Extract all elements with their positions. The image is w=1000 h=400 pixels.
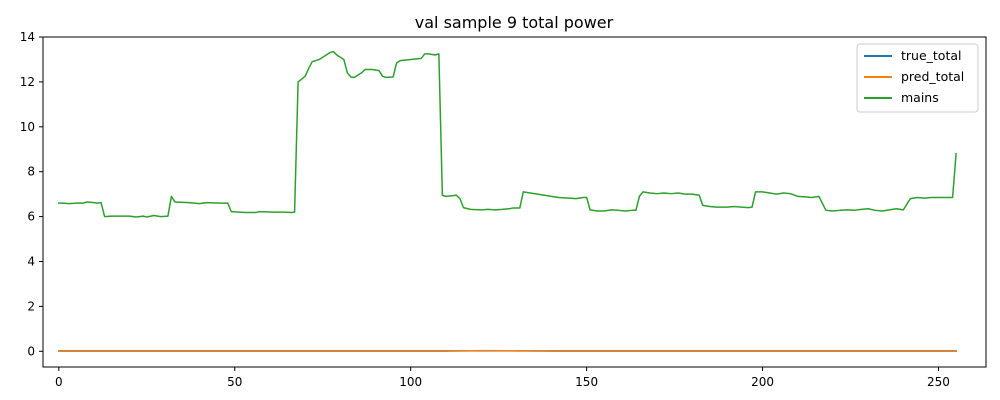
x-tick-label: 50 bbox=[227, 375, 242, 389]
x-tick-label: 100 bbox=[399, 375, 422, 389]
legend-label-true-total: true_total bbox=[901, 48, 962, 63]
y-tick-label: 6 bbox=[27, 210, 35, 224]
plot-lines bbox=[58, 50, 957, 353]
x-tick-label: 150 bbox=[575, 375, 598, 389]
legend: true_total pred_total mains bbox=[856, 43, 979, 113]
y-tick-label: 0 bbox=[27, 344, 35, 358]
y-tick-label: 14 bbox=[20, 30, 35, 44]
y-tick-label: 8 bbox=[27, 165, 35, 179]
chart-title: val sample 9 total power bbox=[415, 13, 614, 32]
y-axis: 0 2 4 6 8 10 12 14 bbox=[20, 30, 43, 358]
legend-box bbox=[856, 43, 979, 113]
x-tick-label: 200 bbox=[751, 375, 774, 389]
x-tick-label: 0 bbox=[55, 375, 63, 389]
legend-label-mains: mains bbox=[901, 90, 939, 105]
x-tick-label: 250 bbox=[927, 375, 950, 389]
series-line-mains bbox=[58, 50, 957, 218]
y-tick-label: 10 bbox=[20, 120, 35, 134]
x-axis: 0 50 100 150 200 250 bbox=[55, 367, 950, 389]
y-tick-label: 12 bbox=[20, 75, 35, 89]
y-tick-label: 2 bbox=[27, 299, 35, 313]
legend-label-pred-total: pred_total bbox=[901, 69, 964, 84]
y-tick-label: 4 bbox=[27, 254, 35, 268]
plot-frame bbox=[42, 36, 987, 368]
series-line-pred-total bbox=[58, 349, 957, 353]
